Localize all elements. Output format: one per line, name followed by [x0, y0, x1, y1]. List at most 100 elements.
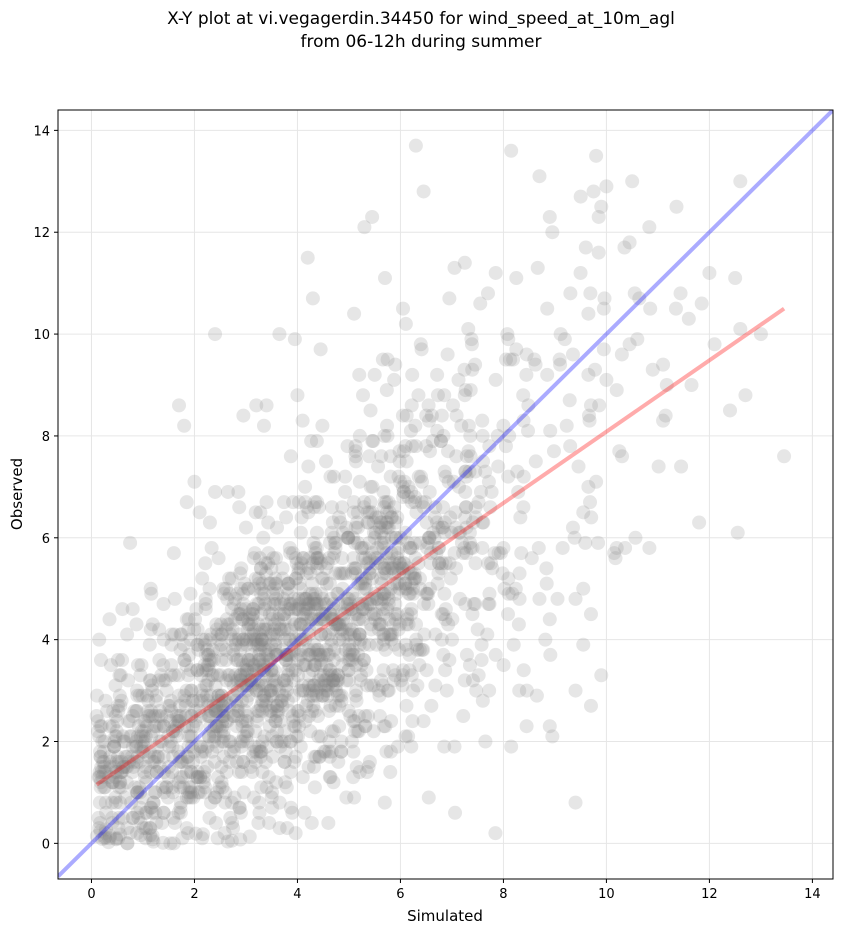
data-point — [142, 673, 157, 688]
data-point — [387, 637, 402, 652]
data-point — [307, 500, 322, 515]
data-point — [237, 703, 252, 718]
data-point — [261, 546, 276, 561]
data-point — [269, 734, 284, 749]
data-point — [230, 683, 245, 698]
data-point — [144, 729, 159, 744]
data-point — [738, 388, 753, 403]
data-point — [436, 607, 451, 622]
data-point — [145, 709, 160, 724]
data-point — [380, 515, 395, 530]
data-point — [233, 642, 248, 657]
data-point — [355, 551, 370, 566]
data-point — [340, 439, 355, 454]
data-point — [409, 617, 424, 632]
data-point — [140, 688, 155, 703]
data-point — [277, 612, 292, 627]
data-point — [376, 637, 391, 652]
data-point — [315, 688, 330, 703]
data-point — [214, 775, 229, 790]
data-point — [171, 805, 186, 820]
data-point — [303, 724, 318, 739]
data-point — [358, 709, 373, 724]
data-point — [435, 556, 450, 571]
data-point — [255, 678, 270, 693]
data-point — [200, 739, 215, 754]
data-point — [240, 734, 255, 749]
data-point — [582, 413, 597, 428]
data-point — [107, 739, 122, 754]
data-point — [93, 744, 108, 759]
data-point — [242, 829, 257, 844]
data-point — [275, 698, 290, 713]
data-point — [212, 719, 227, 734]
data-point — [271, 683, 286, 698]
data-point — [148, 785, 163, 800]
data-point — [159, 709, 174, 724]
data-point — [215, 780, 230, 795]
data-point — [426, 525, 441, 540]
data-point — [220, 714, 235, 729]
data-point — [106, 703, 121, 718]
data-point — [252, 739, 267, 754]
data-point — [154, 734, 169, 749]
data-point — [359, 556, 374, 571]
data-point — [376, 719, 391, 734]
data-point — [246, 632, 261, 647]
data-point — [179, 719, 194, 734]
data-point — [335, 627, 350, 642]
data-point — [298, 591, 313, 606]
data-point — [207, 729, 222, 744]
data-point — [628, 530, 643, 545]
data-point — [217, 586, 232, 601]
data-point — [351, 596, 366, 611]
data-point — [244, 647, 259, 662]
data-point — [166, 836, 181, 851]
data-point — [179, 821, 194, 836]
data-point — [434, 632, 449, 647]
data-point — [316, 612, 331, 627]
data-point — [405, 439, 420, 454]
data-point — [162, 739, 177, 754]
data-point — [309, 525, 324, 540]
data-point — [642, 220, 657, 235]
data-point — [181, 612, 196, 627]
data-point — [234, 673, 249, 688]
data-point — [392, 581, 407, 596]
data-point — [202, 515, 217, 530]
data-point — [376, 591, 391, 606]
data-point — [179, 790, 194, 805]
data-point — [151, 673, 166, 688]
data-point — [368, 556, 383, 571]
data-point — [159, 780, 174, 795]
data-point — [306, 683, 321, 698]
data-point — [591, 209, 606, 224]
data-point — [362, 551, 377, 566]
data-point — [298, 658, 313, 673]
data-point — [381, 495, 396, 510]
data-point — [441, 617, 456, 632]
data-point — [403, 423, 418, 438]
data-point — [502, 428, 517, 443]
data-point — [342, 637, 357, 652]
data-point — [596, 342, 611, 357]
data-point — [571, 459, 586, 474]
data-point — [205, 744, 220, 759]
data-point — [331, 754, 346, 769]
data-point — [224, 571, 239, 586]
data-point — [326, 673, 341, 688]
data-point — [129, 703, 144, 718]
data-point — [651, 459, 666, 474]
data-point — [384, 632, 399, 647]
x-tick-label: 10 — [598, 887, 615, 902]
data-point — [147, 749, 162, 764]
data-point — [239, 729, 254, 744]
data-point — [190, 622, 205, 637]
data-point — [370, 540, 385, 555]
data-point — [234, 739, 249, 754]
data-point — [295, 683, 310, 698]
data-point — [232, 500, 247, 515]
data-point — [392, 454, 407, 469]
data-point — [227, 688, 242, 703]
data-point — [406, 571, 421, 586]
